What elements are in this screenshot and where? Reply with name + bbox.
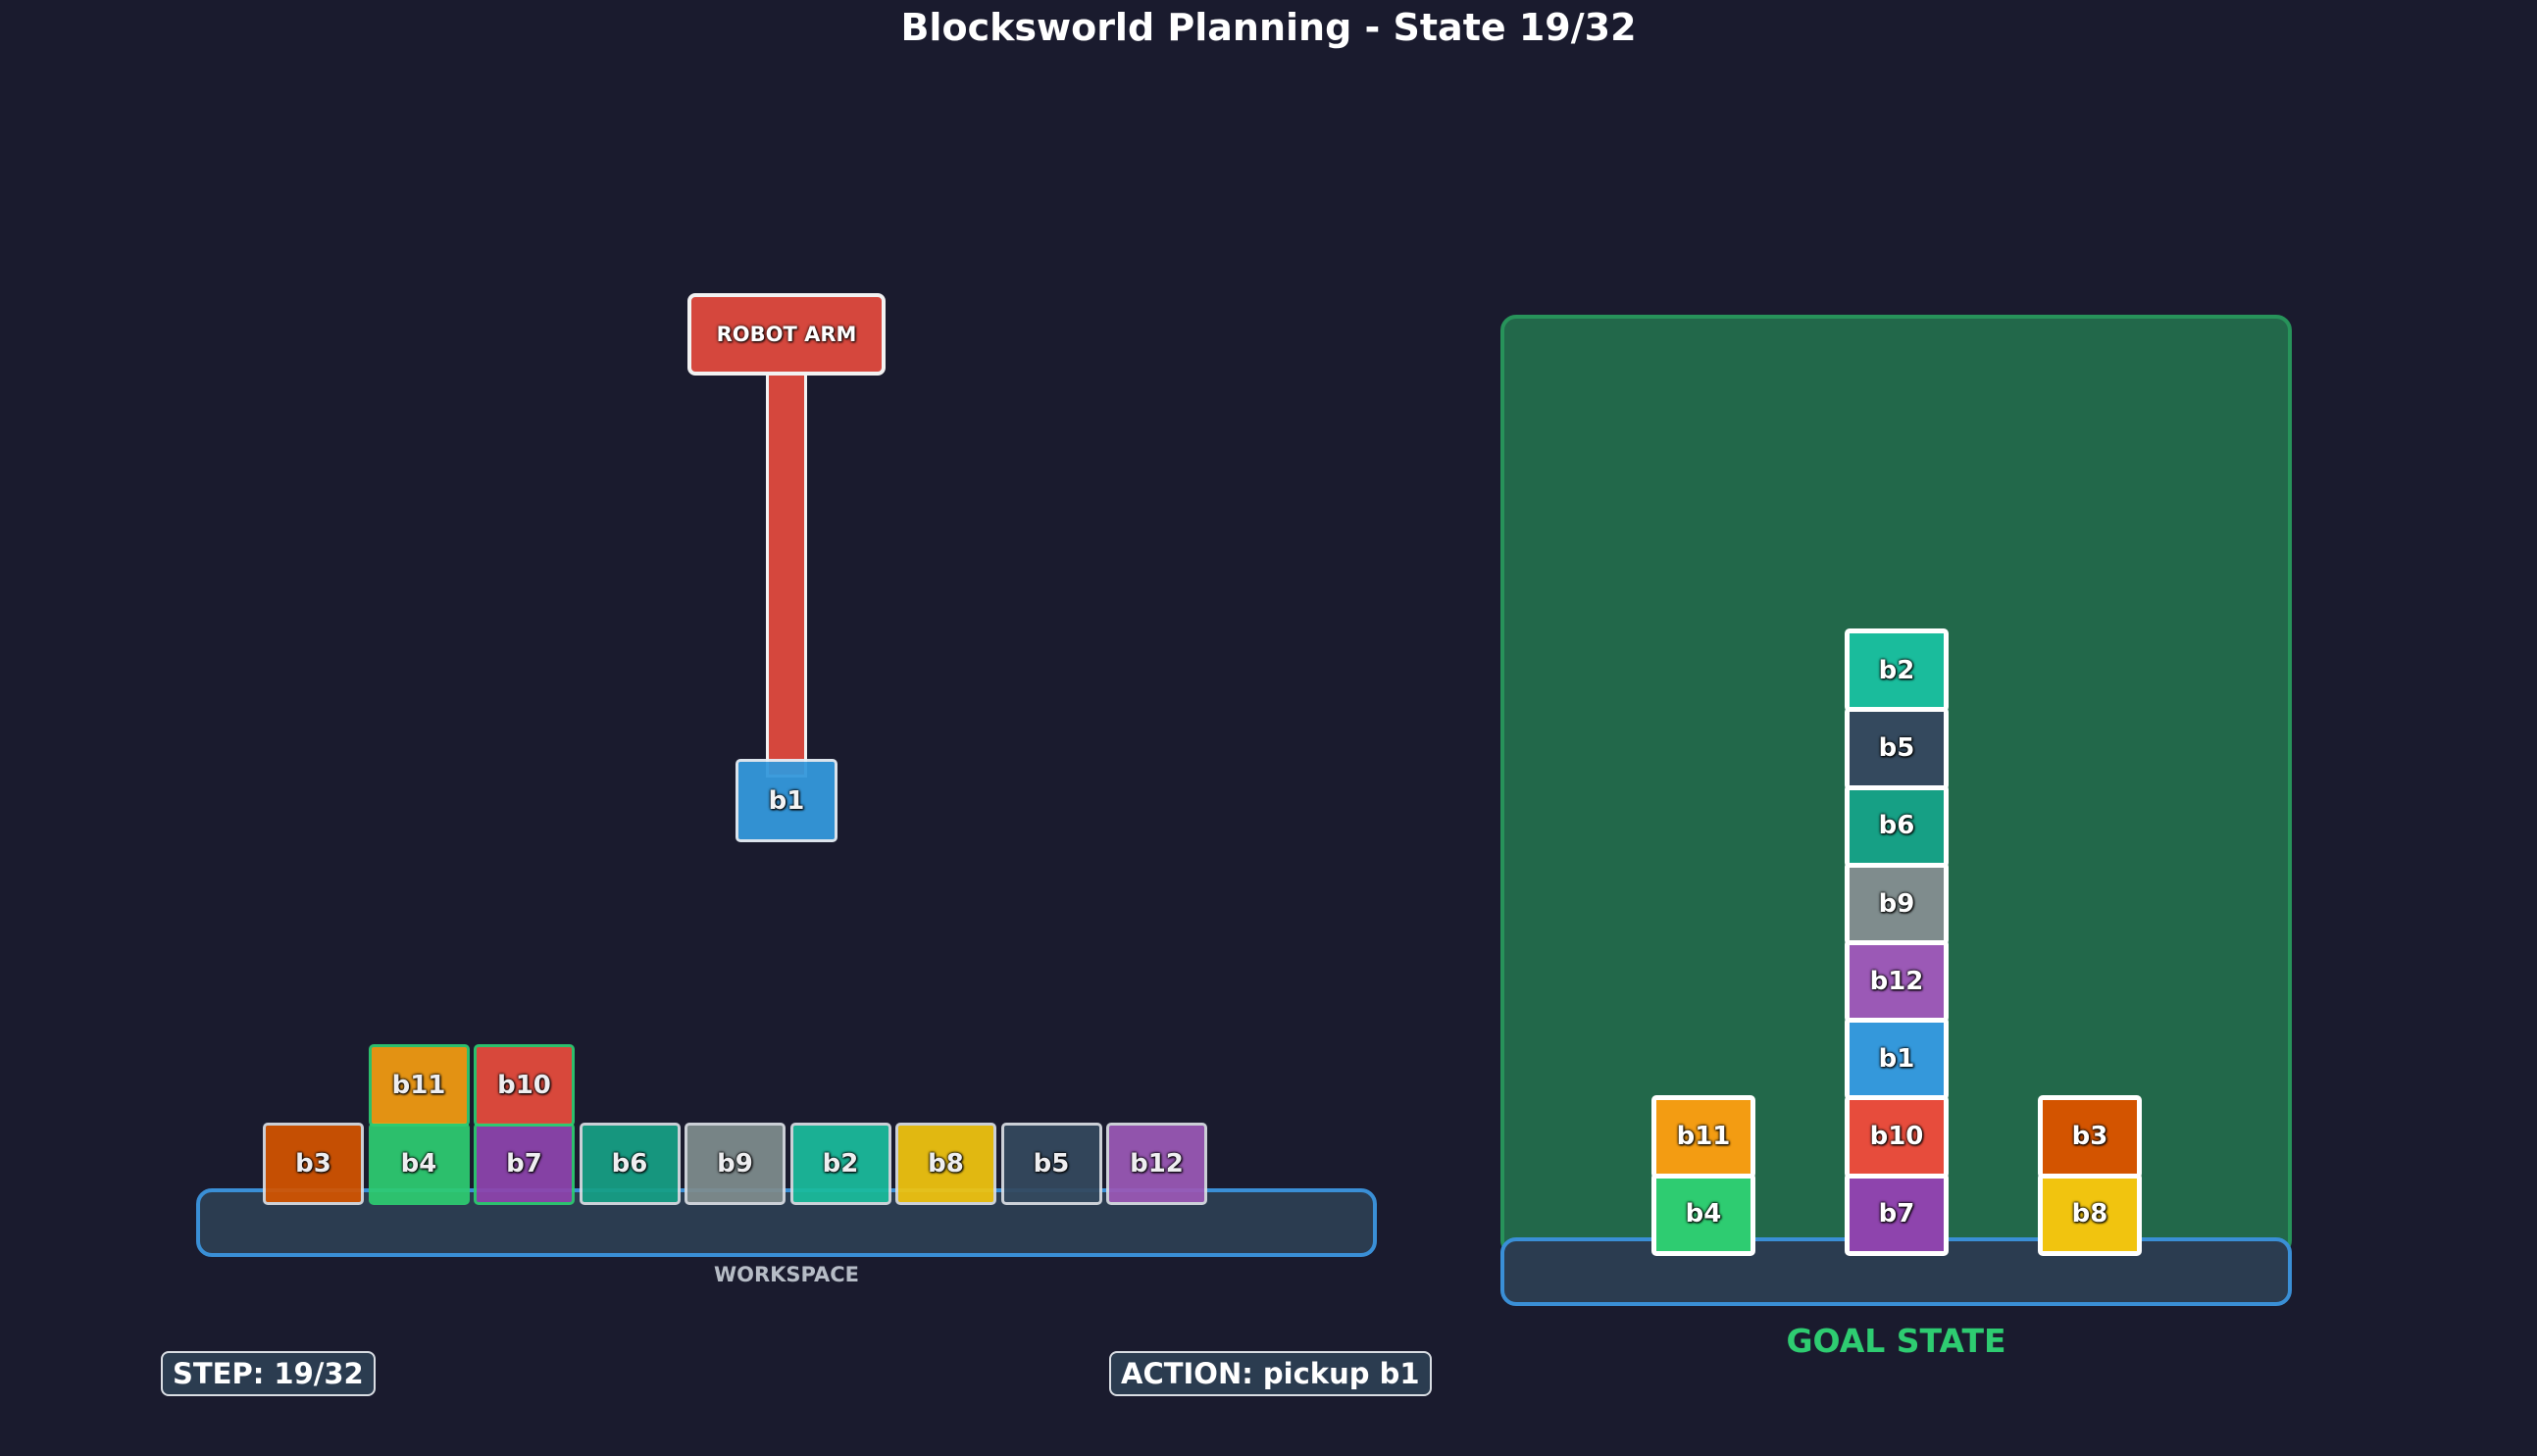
- action-label: ACTION: pickup b1: [1109, 1351, 1432, 1396]
- block-b6: b6: [1845, 783, 1949, 868]
- block-b6: b6: [579, 1123, 681, 1205]
- block-b3: b3: [2038, 1094, 2142, 1179]
- block-b9: b9: [685, 1123, 786, 1205]
- block-b4: b4: [1651, 1172, 1755, 1256]
- workspace-label: WORKSPACE: [713, 1263, 860, 1286]
- block-b10: b10: [474, 1044, 575, 1127]
- block-b9: b9: [1845, 862, 1949, 945]
- robot-arm-head: ROBOT ARM: [687, 293, 886, 376]
- block-b11: b11: [368, 1044, 470, 1127]
- block-b7: b7: [474, 1123, 575, 1205]
- block-b7: b7: [1845, 1172, 1949, 1256]
- robot-arm-pole: [766, 374, 807, 778]
- block-b5: b5: [1000, 1123, 1102, 1205]
- block-b3: b3: [263, 1123, 364, 1205]
- block-b8: b8: [2038, 1172, 2142, 1256]
- block-b1: b1: [1845, 1017, 1949, 1101]
- block-b5: b5: [1845, 706, 1949, 790]
- block-b2: b2: [789, 1123, 891, 1205]
- step-counter: STEP: 19/32: [161, 1351, 376, 1396]
- block-b1: b1: [736, 759, 837, 842]
- diagram-title: Blocksworld Planning - State 19/32: [900, 6, 1637, 49]
- block-b11: b11: [1651, 1094, 1755, 1179]
- block-b2: b2: [1845, 628, 1949, 713]
- block-b8: b8: [895, 1123, 996, 1205]
- block-b12: b12: [1845, 939, 1949, 1024]
- block-b10: b10: [1845, 1094, 1949, 1179]
- goal-state-label: GOAL STATE: [1786, 1322, 2006, 1360]
- block-b4: b4: [368, 1123, 470, 1205]
- block-b12: b12: [1106, 1123, 1207, 1205]
